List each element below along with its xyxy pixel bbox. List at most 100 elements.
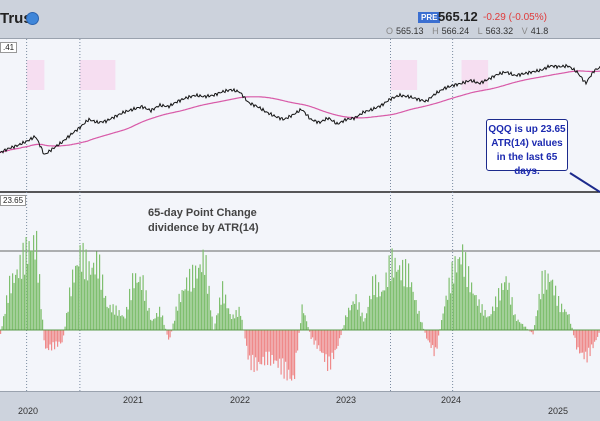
oscillator-bar [162, 315, 163, 330]
oscillator-bar [17, 269, 18, 330]
oscillator-bar [272, 330, 273, 355]
oscillator-bar [249, 330, 250, 355]
oscillator-bar [63, 330, 64, 335]
oscillator-bar [312, 330, 313, 337]
oscillator-bar [0, 330, 1, 334]
oscillator-bar [462, 244, 463, 330]
oscillator-bar [512, 297, 513, 330]
oscillator-bar [68, 312, 69, 330]
oscillator-bar [144, 301, 145, 330]
oscillator-bar [579, 330, 580, 353]
oscillator-bar [441, 320, 442, 330]
oscillator-bar [251, 330, 252, 370]
oscillator-bar [24, 275, 25, 330]
oscillator-bar [413, 292, 414, 330]
oscillator-bar [479, 299, 480, 330]
oscillator-bar [186, 277, 187, 330]
oscillator-bar [534, 325, 535, 330]
oscillator-bar [123, 317, 124, 330]
oscillator-bar [525, 327, 526, 330]
oscillator-bar [597, 330, 598, 337]
oscillator-bar [458, 259, 459, 330]
oscillator-bar [164, 325, 165, 330]
oscillator-bar [69, 287, 70, 330]
oscillator-bar [174, 321, 175, 330]
oscillator-bar [365, 318, 366, 330]
oscillator-bar [432, 330, 433, 345]
oscillator-bar [141, 290, 142, 330]
oscillator-bar [408, 263, 409, 330]
oscillator-bar [446, 296, 447, 330]
oscillator-bar [255, 330, 256, 357]
oscillator-bar [506, 276, 507, 330]
oscillator-title-line2: dividence by ATR(14) [148, 222, 259, 234]
oscillator-bar [492, 307, 493, 330]
oscillator-bar [515, 314, 516, 330]
oscillator-bar [411, 282, 412, 330]
oscillator-bar [65, 327, 66, 330]
oscillator-bar [231, 319, 232, 330]
oscillator-bar [570, 324, 571, 330]
oscillator-bar [326, 330, 327, 354]
oscillator-bar [138, 282, 139, 330]
highlight-zone [391, 60, 418, 90]
oscillator-bar [120, 316, 121, 330]
oscillator-bar [261, 330, 262, 364]
oscillator-bar [117, 316, 118, 330]
oscillator-bar [483, 316, 484, 330]
oscillator-bar [180, 302, 181, 330]
oscillator-bar [405, 259, 406, 330]
oscillator-bar [447, 300, 448, 330]
oscillator-bar [41, 309, 42, 330]
oscillator-bar [257, 330, 258, 371]
oscillator-bar [360, 316, 361, 330]
oscillator-bar [221, 305, 222, 330]
oscillator-bar [296, 330, 297, 353]
oscillator-bar [126, 307, 127, 330]
oscillator-bar [260, 330, 261, 364]
oscillator-bar [252, 330, 253, 355]
oscillator-bar [470, 292, 471, 330]
oscillator-bar [59, 330, 60, 342]
oscillator-bar [39, 274, 40, 330]
highlight-zone [462, 60, 489, 90]
oscillator-bar [327, 330, 328, 371]
oscillator-bar [569, 314, 570, 330]
oscillator-value-tag: 23.65 [0, 195, 26, 206]
oscillator-bar [122, 315, 123, 330]
oscillator-bar [66, 313, 67, 330]
oscillator-bar [449, 278, 450, 330]
oscillator-bar [270, 330, 271, 366]
oscillator-bar [558, 296, 559, 330]
oscillator-bar [44, 330, 45, 340]
oscillator-bar [344, 325, 345, 330]
oscillator-bar [513, 315, 514, 330]
oscillator-bar [74, 283, 75, 330]
oscillator-bar [561, 304, 562, 330]
oscillator-bar [476, 295, 477, 330]
oscillator-bar [21, 279, 22, 330]
oscillator-bar [594, 330, 595, 342]
oscillator-bar [468, 266, 469, 330]
oscillator-bar [93, 263, 94, 330]
oscillator-bar [518, 320, 519, 330]
oscillator-bar [320, 330, 321, 351]
oscillator-bar [263, 330, 264, 357]
oscillator-bar [104, 298, 105, 330]
oscillator-bar [30, 250, 31, 330]
oscillator-bar [497, 307, 498, 330]
oscillator-bar [275, 330, 276, 360]
oscillator-bar [78, 266, 79, 330]
oscillator-bar [488, 316, 489, 330]
oscillator-bar [294, 330, 295, 379]
oscillator-bar [264, 330, 265, 365]
oscillator-bar [227, 308, 228, 330]
oscillator-bar [111, 312, 112, 330]
oscillator-bar [108, 308, 109, 330]
oscillator-bar [536, 316, 537, 330]
oscillator-bar [542, 271, 543, 330]
oscillator-bar [276, 330, 277, 361]
oscillator-bar [563, 312, 564, 330]
oscillator-bar [366, 313, 367, 330]
